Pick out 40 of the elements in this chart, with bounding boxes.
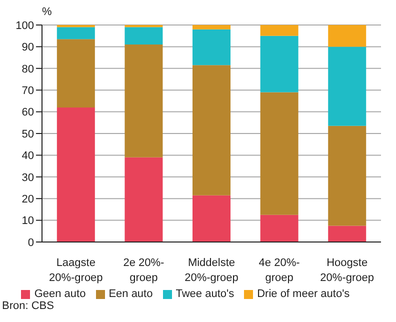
y-tick-label: 100 xyxy=(16,20,34,32)
legend-label: Drie of meer auto's xyxy=(257,288,350,300)
bar xyxy=(192,29,231,66)
y-tick-label: 90 xyxy=(22,42,34,54)
legend-label: Een auto xyxy=(108,288,153,300)
bar xyxy=(124,157,163,242)
bar xyxy=(192,65,231,196)
bar xyxy=(328,25,366,47)
bar xyxy=(328,46,366,126)
bar xyxy=(260,92,298,215)
y-axis-title: % xyxy=(42,6,52,18)
bar xyxy=(192,195,231,242)
bar xyxy=(192,25,231,30)
y-tick-label: 50 xyxy=(22,128,34,140)
x-tick-label: 4e 20%- groep xyxy=(258,257,300,284)
y-tick-label: 0 xyxy=(28,236,34,249)
bar xyxy=(260,36,298,92)
y-tick-label: 30 xyxy=(22,172,34,184)
bar xyxy=(260,214,298,242)
bar xyxy=(260,25,298,36)
y-tick-label: 20 xyxy=(22,194,34,206)
bar xyxy=(328,226,366,242)
y-tick-label: 80 xyxy=(22,63,34,76)
x-tick-label: Hoogste 20%-groep xyxy=(320,257,374,284)
bar xyxy=(124,44,163,158)
y-tick-label: 70 xyxy=(22,85,34,98)
bar xyxy=(124,27,163,45)
x-tick-label: 2e 20%- groep xyxy=(123,257,165,284)
x-tick-label: Laagste 20%-groep xyxy=(48,257,103,284)
bar xyxy=(56,27,95,40)
bar xyxy=(56,39,95,108)
bar xyxy=(56,107,95,242)
text: Bron: CBS xyxy=(2,300,54,312)
x-tick-label: Middelste 20%-groep xyxy=(184,257,238,284)
y-tick-label: 10 xyxy=(22,215,34,228)
legend-label: Geen auto xyxy=(34,288,86,300)
bar xyxy=(328,126,366,226)
y-tick-label: 40 xyxy=(22,150,34,162)
y-tick-label: 60 xyxy=(22,106,34,119)
legend-label: Twee auto's xyxy=(176,288,234,300)
